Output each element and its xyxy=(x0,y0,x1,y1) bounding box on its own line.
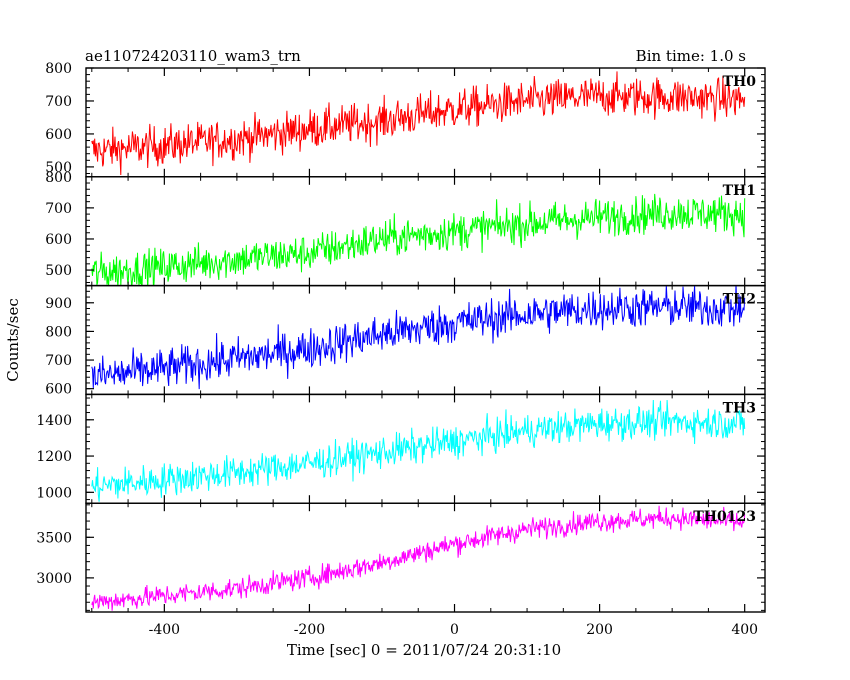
x-tick-label: -200 xyxy=(294,622,325,638)
panel-label-th0: TH0 xyxy=(723,74,757,90)
panel-th2: 600 700 800 900 TH2 xyxy=(45,284,766,398)
x-tick-label: -400 xyxy=(149,622,180,638)
y-tick-label: 3500 xyxy=(36,530,72,546)
y-tick-label: 3000 xyxy=(36,571,72,587)
y-tick-label: 600 xyxy=(45,127,72,143)
y-tick-label: 1400 xyxy=(36,413,72,429)
panel-label-th2: TH2 xyxy=(723,292,756,308)
series-th0 xyxy=(91,71,746,176)
panel-frame xyxy=(85,176,766,287)
y-tick-label: 800 xyxy=(45,170,72,186)
panel-th0: 500 600 700 800 TH0 xyxy=(45,61,766,178)
y-tick-label: 500 xyxy=(45,263,72,279)
panel-th3: 1000 1200 1400 TH3 xyxy=(36,393,766,504)
y-tick-label: 1000 xyxy=(36,485,72,501)
y-tick-label: 600 xyxy=(45,232,72,248)
series-th3 xyxy=(91,399,746,502)
y-axis-label: Counts/sec xyxy=(4,298,22,382)
y-tick-label: 700 xyxy=(45,94,72,110)
y-tick-label: 900 xyxy=(45,296,72,312)
x-tick-label: 0 xyxy=(450,622,459,638)
y-tick-label: 700 xyxy=(45,201,72,217)
y-tick-label: 800 xyxy=(45,61,72,77)
y-tick-label: 1200 xyxy=(36,449,72,465)
panel-label-th1: TH1 xyxy=(723,183,756,199)
panel-label-th3: TH3 xyxy=(723,400,756,416)
bin-time-label: Bin time: 1.0 s xyxy=(636,47,746,65)
y-tick-label: 500 xyxy=(45,160,72,176)
x-tick-label: 400 xyxy=(731,622,758,638)
panel-th0123: 3000 3500 TH0123 xyxy=(36,502,766,613)
panel-label-th0123: TH0123 xyxy=(693,509,756,525)
y-tick-label: 800 xyxy=(45,324,72,340)
panel-th1: 500 600 700 800 TH1 xyxy=(45,170,766,287)
panel-frame xyxy=(85,67,766,178)
panel-stack: 500 600 700 800 TH0 500 600 700 800 TH1 600 700 800 9… xyxy=(36,61,766,638)
y-tick-label: 700 xyxy=(45,353,72,369)
series-th2 xyxy=(91,285,746,390)
plot-title: ae110724203110_wam3_trn xyxy=(85,47,301,65)
series-th1 xyxy=(91,193,746,286)
y-tick-label: 600 xyxy=(45,382,72,398)
x-axis-label: Time [sec] 0 = 2011/07/24 20:31:10 xyxy=(287,641,561,659)
panel-frame xyxy=(85,502,766,613)
series-th0123 xyxy=(91,505,746,611)
x-tick-label: 200 xyxy=(586,622,613,638)
